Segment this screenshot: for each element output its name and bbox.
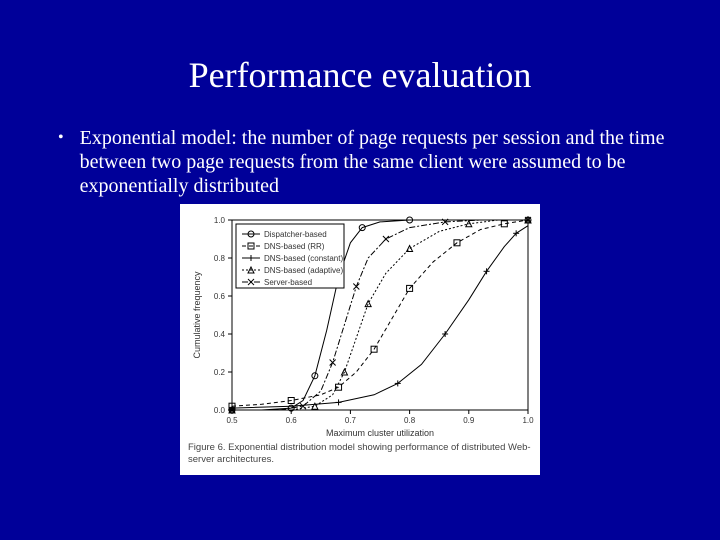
ytick-label: 0.8 [214, 254, 226, 263]
legend-label: Dispatcher-based [264, 230, 327, 239]
x-axis-label: Maximum cluster utilization [326, 428, 434, 438]
xtick-label: 0.6 [286, 416, 298, 425]
xtick-label: 0.7 [345, 416, 357, 425]
bullet-item: • Exponential model: the number of page … [58, 126, 670, 198]
ytick-label: 0.2 [214, 368, 226, 377]
legend-label: DNS-based (constant) [264, 254, 343, 263]
legend-label: Server-based [264, 278, 312, 287]
bullet-list: • Exponential model: the number of page … [0, 126, 720, 198]
slide: Performance evaluation • Exponential mod… [0, 0, 720, 540]
chart-plot: 0.5 0.6 0.7 0.8 0.9 1.0 0.0 0.2 0.4 0.6 0.8 1.0 Maxi… [186, 210, 534, 438]
y-axis-label: Cumulative frequency [192, 271, 202, 359]
chart-caption: Figure 6. Exponential distribution model… [186, 438, 534, 469]
ytick-label: 1.0 [214, 216, 226, 225]
slide-title: Performance evaluation [0, 0, 720, 126]
caption-label: Figure 6. [188, 442, 226, 453]
bullet-text: Exponential model: the number of page re… [80, 126, 670, 198]
legend-label: DNS-based (adaptive) [264, 266, 343, 275]
bullet-marker: • [58, 126, 80, 198]
xtick-label: 1.0 [522, 416, 534, 425]
ytick-label: 0.4 [214, 330, 226, 339]
ytick-label: 0.6 [214, 292, 226, 301]
xtick-label: 0.5 [226, 416, 238, 425]
xtick-label: 0.8 [404, 416, 416, 425]
caption-text: Exponential distribution model showing p… [188, 442, 531, 465]
chart-figure: 0.5 0.6 0.7 0.8 0.9 1.0 0.0 0.2 0.4 0.6 0.8 1.0 Maxi… [180, 204, 540, 475]
xtick-label: 0.9 [463, 416, 475, 425]
legend-label: DNS-based (RR) [264, 242, 325, 251]
ytick-label: 0.0 [214, 406, 226, 415]
